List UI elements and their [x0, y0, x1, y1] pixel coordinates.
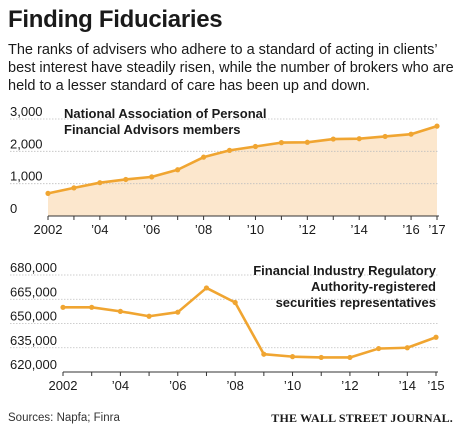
series-annotation-line: securities representatives [276, 295, 436, 310]
x-tick-label: ’16 [402, 222, 419, 237]
data-point [201, 154, 207, 160]
data-point [304, 139, 310, 145]
data-point [203, 285, 210, 291]
data-point [261, 351, 267, 357]
data-point [376, 345, 382, 352]
x-tick-label: ’12 [299, 222, 316, 237]
series-line [63, 286, 437, 359]
x-tick-label: ’08 [195, 222, 212, 237]
x-tick-label: ’12 [341, 378, 358, 393]
data-point [404, 345, 410, 351]
data-point [347, 354, 353, 361]
data-point [356, 136, 362, 142]
y-tick-label: 680,000 [10, 260, 57, 275]
data-point [382, 133, 388, 140]
x-tick-label: ’04 [91, 222, 108, 237]
data-point [434, 123, 440, 129]
x-tick-label: ’17 [428, 222, 445, 237]
y-tick-label: 635,000 [10, 333, 57, 348]
source-note: Sources: Napfa; Finra [8, 412, 120, 424]
finra-line-chart: 620,000 635,000 650,000 665,000 680,000 2002 ’… [10, 260, 445, 393]
x-tick-label: ’14 [399, 378, 416, 393]
data-point [117, 308, 123, 314]
chart-subtitle: The ranks of advisers who adhere to a st… [8, 42, 454, 94]
series-annotation-line: Financial Industry Regulatory [253, 263, 437, 278]
x-tick-label: ’06 [169, 378, 186, 393]
data-point [146, 313, 152, 319]
data-point [278, 140, 284, 146]
series-annotation-line: Financial Advisors members [64, 122, 241, 137]
y-tick-label: 665,000 [10, 284, 57, 299]
chart-title: Finding Fiduciaries [8, 6, 223, 33]
data-point [226, 147, 233, 153]
area-fill [48, 126, 437, 216]
x-tick-label: ’04 [112, 378, 129, 393]
x-tick-label: ’06 [143, 222, 160, 237]
data-point [330, 136, 336, 142]
y-tick-label: 3,000 [10, 104, 43, 119]
data-point [433, 334, 439, 340]
x-tick-label: ’10 [284, 378, 301, 393]
napfa-area-chart: 0 1,000 2,000 3,000 2002 ’04 ’06 ’08 ’10 ’12 ’14 ’1… [10, 104, 446, 237]
series-annotation-line: Authority-registered [311, 279, 436, 294]
data-point [252, 143, 259, 150]
data-point [175, 167, 181, 173]
data-point [175, 309, 181, 315]
data-point [71, 185, 77, 191]
data-point [60, 304, 66, 310]
x-tick-label: ’15 [427, 378, 444, 393]
data-point [289, 354, 296, 360]
x-tick-label: ’08 [226, 378, 243, 393]
data-point [318, 354, 324, 361]
data-point [97, 180, 103, 186]
data-point [232, 299, 238, 306]
data-point [123, 176, 129, 183]
series-line [47, 124, 438, 195]
x-tick-label: 2002 [49, 378, 78, 393]
data-point [149, 174, 155, 180]
series-annotation-line: National Association of Personal [64, 106, 267, 121]
data-point [45, 190, 51, 196]
x-tick-label: ’14 [351, 222, 368, 237]
y-tick-label: 620,000 [10, 357, 57, 372]
y-tick-label: 1,000 [10, 169, 43, 184]
data-point [89, 304, 95, 310]
x-tick-label: 2002 [34, 222, 63, 237]
data-point [408, 131, 414, 137]
y-tick-label: 0 [10, 201, 17, 216]
publisher-logo: THE WALL STREET JOURNAL. [271, 411, 453, 425]
x-tick-label: ’10 [247, 222, 264, 237]
y-tick-label: 650,000 [10, 309, 57, 324]
y-tick-label: 2,000 [10, 136, 43, 151]
